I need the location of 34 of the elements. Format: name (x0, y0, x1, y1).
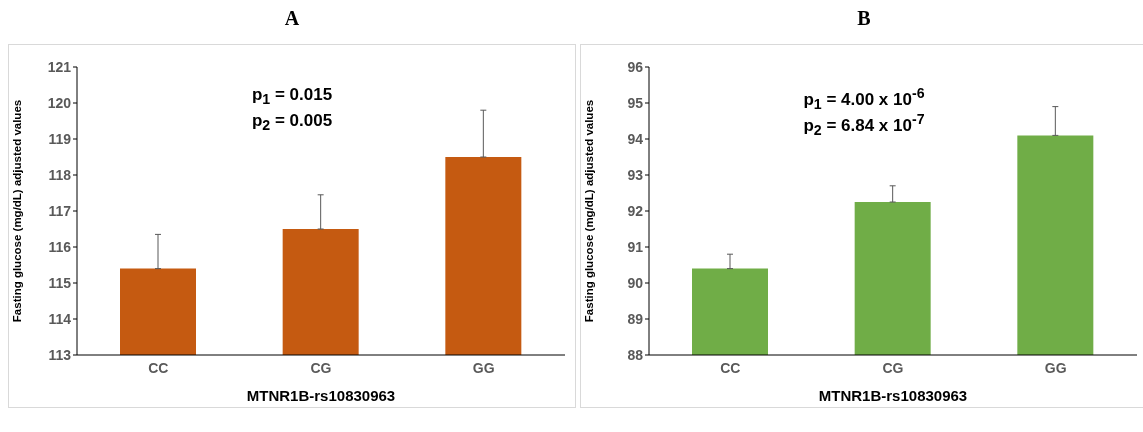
y-tick-label: 89 (627, 310, 644, 327)
y-axis-title: Fasting glucose (mg/dL) adjusted values (11, 99, 24, 323)
y-tick-label: 121 (47, 58, 72, 75)
y-tick-label: 90 (627, 274, 644, 291)
y-tick-label: 94 (627, 130, 644, 147)
x-tick-label: CC (148, 359, 169, 376)
y-axis-title: Fasting glucose (mg/dL) adjusted values (583, 99, 596, 323)
y-tick-label: 117 (48, 202, 72, 219)
x-tick-label: GG (1044, 359, 1067, 376)
x-tick-label: CG (310, 359, 332, 376)
x-axis-title: MTNR1B-rs10830963 (818, 387, 968, 404)
chart-title: A (283, 6, 301, 31)
y-tick-label: 95 (627, 94, 644, 111)
x-tick-label: GG (472, 359, 495, 376)
annotation: p$_{2}$ = 0.005 (251, 111, 333, 134)
annotation: p$_{1}$ = 4.00 x 10$^{-6}$ (803, 85, 925, 113)
y-tick-label: 88 (627, 346, 644, 363)
x-tick-label: CC (720, 359, 741, 376)
y-tick-label: 96 (627, 58, 644, 75)
y-tick-label: 118 (48, 166, 72, 183)
annotation: p$_{1}$ = 0.015 (251, 85, 333, 108)
x-tick-label: CG (882, 359, 904, 376)
y-tick-label: 92 (627, 202, 644, 219)
annotation: p$_{2}$ = 6.84 x 10$^{-7}$ (803, 111, 925, 139)
y-tick-label: 113 (48, 346, 72, 363)
y-tick-label: 119 (48, 130, 72, 147)
chart-title: B (856, 6, 872, 31)
y-tick-label: 120 (47, 94, 72, 111)
y-tick-label: 115 (48, 274, 72, 291)
y-tick-label: 93 (627, 166, 644, 183)
x-axis-title: MTNR1B-rs10830963 (246, 387, 396, 404)
y-tick-label: 91 (627, 238, 644, 255)
y-tick-label: 114 (48, 310, 72, 327)
y-tick-label: 116 (48, 238, 72, 255)
